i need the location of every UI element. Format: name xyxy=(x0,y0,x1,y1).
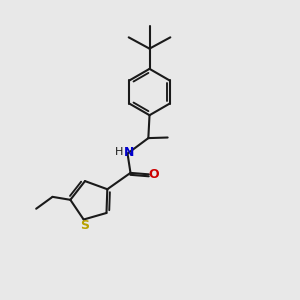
Text: S: S xyxy=(80,219,89,232)
Text: H: H xyxy=(115,147,123,158)
Text: N: N xyxy=(124,146,134,159)
Text: O: O xyxy=(148,168,159,181)
